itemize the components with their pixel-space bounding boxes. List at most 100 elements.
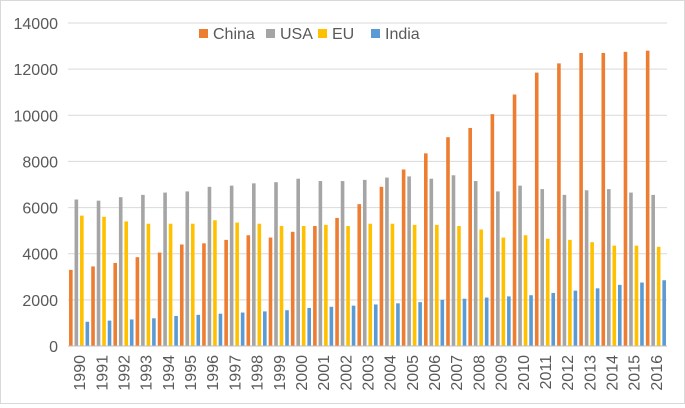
- bar-china-2000: [290, 231, 295, 346]
- bar-china-1990: [69, 269, 73, 346]
- bar-eu-1990: [80, 215, 84, 346]
- bar-usa-2014: [606, 189, 611, 346]
- bars: [69, 50, 666, 347]
- bar-usa-2006: [429, 178, 434, 346]
- bar-usa-2002: [340, 181, 345, 346]
- bar-india-1999: [285, 310, 289, 346]
- bar-eu-2003: [368, 223, 373, 346]
- legend-label-usa: USA: [280, 26, 313, 43]
- bar-india-2003: [373, 304, 378, 346]
- legend-swatch-eu: [318, 29, 327, 38]
- bar-china-1995: [179, 244, 184, 346]
- bar-usa-1995: [185, 191, 190, 346]
- legend-swatch-india: [371, 29, 380, 38]
- x-tick-label-1990: 1990: [72, 355, 89, 391]
- bar-usa-2012: [562, 194, 567, 346]
- bar-china-2005: [401, 169, 406, 346]
- bar-eu-2010: [523, 235, 528, 346]
- x-tick-label-1997: 1997: [227, 355, 244, 391]
- bar-india-2012: [573, 290, 578, 346]
- bar-india-1997: [240, 312, 245, 346]
- bar-china-1992: [113, 262, 118, 346]
- bar-eu-1992: [124, 221, 129, 346]
- bar-india-2008: [484, 297, 489, 346]
- legend-label-india: India: [385, 26, 420, 43]
- bar-usa-2013: [584, 190, 589, 346]
- bar-eu-1997: [235, 222, 239, 346]
- bar-india-1995: [196, 314, 201, 346]
- bar-eu-1996: [213, 220, 217, 346]
- bar-china-2001: [313, 226, 317, 346]
- x-tick-label-2004: 2004: [383, 355, 400, 391]
- x-tick-label-1991: 1991: [94, 355, 111, 391]
- bar-india-1993: [152, 318, 156, 346]
- bar-eu-1993: [146, 223, 151, 346]
- gridlines: [68, 22, 667, 301]
- bar-eu-2009: [501, 237, 506, 346]
- x-tick-label-1994: 1994: [161, 355, 178, 391]
- legend-swatch-china: [199, 29, 208, 38]
- bar-china-1999: [268, 237, 273, 346]
- bar-india-2004: [396, 303, 400, 346]
- y-tick-label: 10000: [14, 108, 59, 125]
- bar-india-2014: [617, 284, 622, 346]
- bar-eu-2007: [457, 226, 461, 346]
- bar-china-2016: [645, 50, 650, 346]
- bar-india-2013: [595, 288, 600, 346]
- legend-label-china: China: [213, 26, 255, 43]
- bar-india-1990: [85, 321, 90, 346]
- bar-eu-2015: [634, 245, 639, 346]
- x-tick-label-2011: 2011: [538, 355, 555, 390]
- x-tick-label-2005: 2005: [405, 355, 422, 391]
- bar-china-2011: [534, 72, 539, 346]
- bar-usa-1991: [96, 200, 101, 346]
- bar-china-2009: [490, 114, 495, 346]
- bar-eu-2006: [435, 224, 439, 347]
- bar-usa-2000: [296, 178, 300, 346]
- x-tick-label-1995: 1995: [183, 355, 200, 391]
- bar-india-2001: [329, 306, 334, 346]
- y-tick-label: 2000: [22, 293, 58, 310]
- bar-usa-2015: [629, 192, 633, 346]
- x-tick-label-2006: 2006: [427, 355, 444, 391]
- bar-usa-1994: [163, 192, 167, 346]
- bar-india-1994: [174, 316, 178, 346]
- y-tick-label: 0: [49, 339, 58, 356]
- bar-india-2011: [551, 292, 556, 346]
- bar-usa-1999: [274, 182, 278, 346]
- x-tick-label-2003: 2003: [361, 355, 378, 391]
- bar-eu-1998: [257, 223, 262, 346]
- x-tick-label-2013: 2013: [582, 355, 599, 391]
- bar-usa-2011: [540, 189, 545, 346]
- bar-china-1994: [157, 252, 162, 346]
- bar-india-2007: [462, 298, 467, 346]
- bar-china-1998: [246, 235, 251, 346]
- x-tick-label-1998: 1998: [250, 355, 267, 391]
- x-tick-label-2002: 2002: [338, 355, 355, 391]
- x-tick-label-1996: 1996: [205, 355, 222, 391]
- bar-china-2010: [512, 94, 517, 347]
- bar-china-2013: [579, 52, 583, 347]
- bar-eu-2013: [590, 242, 594, 346]
- bar-eu-2001: [324, 224, 328, 347]
- legend-label-eu: EU: [332, 26, 354, 43]
- bar-india-2015: [640, 282, 644, 346]
- x-tick-label-2014: 2014: [605, 355, 622, 391]
- y-tick-label: 4000: [22, 247, 58, 264]
- bar-india-2006: [440, 299, 445, 346]
- bar-china-2015: [623, 51, 628, 347]
- bar-china-2002: [335, 217, 339, 346]
- y-tick-label: 14000: [14, 16, 59, 33]
- x-tick-label-2001: 2001: [316, 355, 333, 391]
- x-tick-label-2010: 2010: [516, 355, 533, 391]
- y-tick-label: 6000: [22, 201, 58, 218]
- bar-usa-1996: [207, 186, 212, 346]
- bar-usa-2003: [362, 179, 367, 346]
- bar-usa-2005: [407, 176, 411, 346]
- bar-eu-1994: [168, 223, 173, 346]
- bar-usa-2004: [385, 177, 389, 346]
- y-tick-label: 12000: [14, 62, 59, 79]
- bar-eu-2008: [479, 229, 483, 346]
- x-tick-label-2009: 2009: [494, 355, 511, 391]
